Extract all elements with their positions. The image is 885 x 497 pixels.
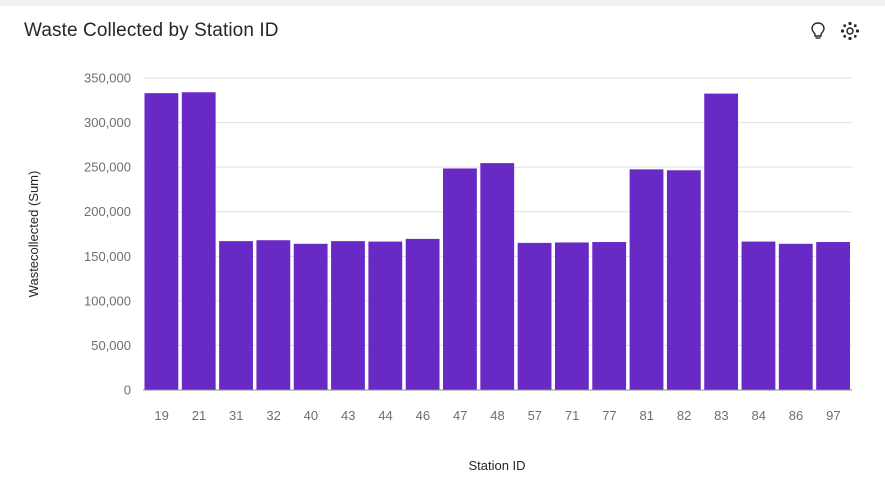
bar-station-44[interactable] — [368, 241, 403, 390]
bar-station-84[interactable] — [741, 241, 776, 390]
y-tick-label: 0 — [124, 383, 131, 398]
x-tick-label: 84 — [751, 408, 765, 423]
x-tick-label: 86 — [789, 408, 803, 423]
x-tick-label: 48 — [490, 408, 504, 423]
chart-title: Waste Collected by Station ID — [24, 20, 279, 41]
gear-icon[interactable] — [839, 20, 861, 42]
y-axis-title: Wastecollected (Sum) — [26, 171, 41, 298]
x-tick-label: 46 — [416, 408, 430, 423]
bar-station-86[interactable] — [778, 243, 813, 390]
bar-station-81[interactable] — [629, 169, 664, 390]
bar-station-31[interactable] — [219, 241, 253, 390]
bar-station-77[interactable] — [592, 242, 627, 390]
x-tick-label: 81 — [640, 408, 654, 423]
bar-station-21[interactable] — [181, 92, 216, 391]
x-axis-title: Station ID — [468, 458, 525, 473]
x-tick-label: 57 — [528, 408, 542, 423]
x-tick-label: 97 — [826, 408, 840, 423]
x-tick-label: 82 — [677, 408, 691, 423]
chart-toolbar — [807, 20, 861, 42]
bar-station-97[interactable] — [816, 242, 850, 390]
bar-station-71[interactable] — [554, 242, 589, 390]
bar-station-46[interactable] — [405, 238, 440, 390]
y-tick-label: 200,000 — [84, 204, 131, 219]
bar-station-47[interactable] — [443, 168, 477, 390]
y-tick-label: 350,000 — [84, 71, 131, 86]
x-tick-label: 32 — [266, 408, 280, 423]
bar-station-48[interactable] — [480, 163, 515, 390]
bar-station-57[interactable] — [517, 242, 552, 390]
bar-station-83[interactable] — [704, 93, 739, 390]
y-tick-label: 300,000 — [84, 115, 131, 130]
y-tick-label: 250,000 — [84, 160, 131, 175]
y-tick-label: 100,000 — [84, 293, 131, 308]
x-tick-label: 21 — [192, 408, 206, 423]
bar-station-82[interactable] — [666, 170, 701, 390]
x-tick-label: 47 — [453, 408, 467, 423]
y-tick-label: 150,000 — [84, 249, 131, 264]
x-tick-label: 43 — [341, 408, 355, 423]
bar-station-19[interactable] — [144, 93, 179, 390]
x-tick-label: 71 — [565, 408, 579, 423]
x-tick-label: 19 — [154, 408, 168, 423]
x-tick-label: 77 — [602, 408, 616, 423]
x-tick-label: 83 — [714, 408, 728, 423]
bar-station-32[interactable] — [256, 240, 291, 390]
y-tick-label: 50,000 — [91, 338, 131, 353]
bar-station-40[interactable] — [293, 243, 328, 390]
lightbulb-icon[interactable] — [807, 20, 829, 42]
x-tick-label: 44 — [378, 408, 392, 423]
x-tick-label: 40 — [304, 408, 318, 423]
x-tick-label: 31 — [229, 408, 243, 423]
bar-station-43[interactable] — [331, 241, 365, 390]
